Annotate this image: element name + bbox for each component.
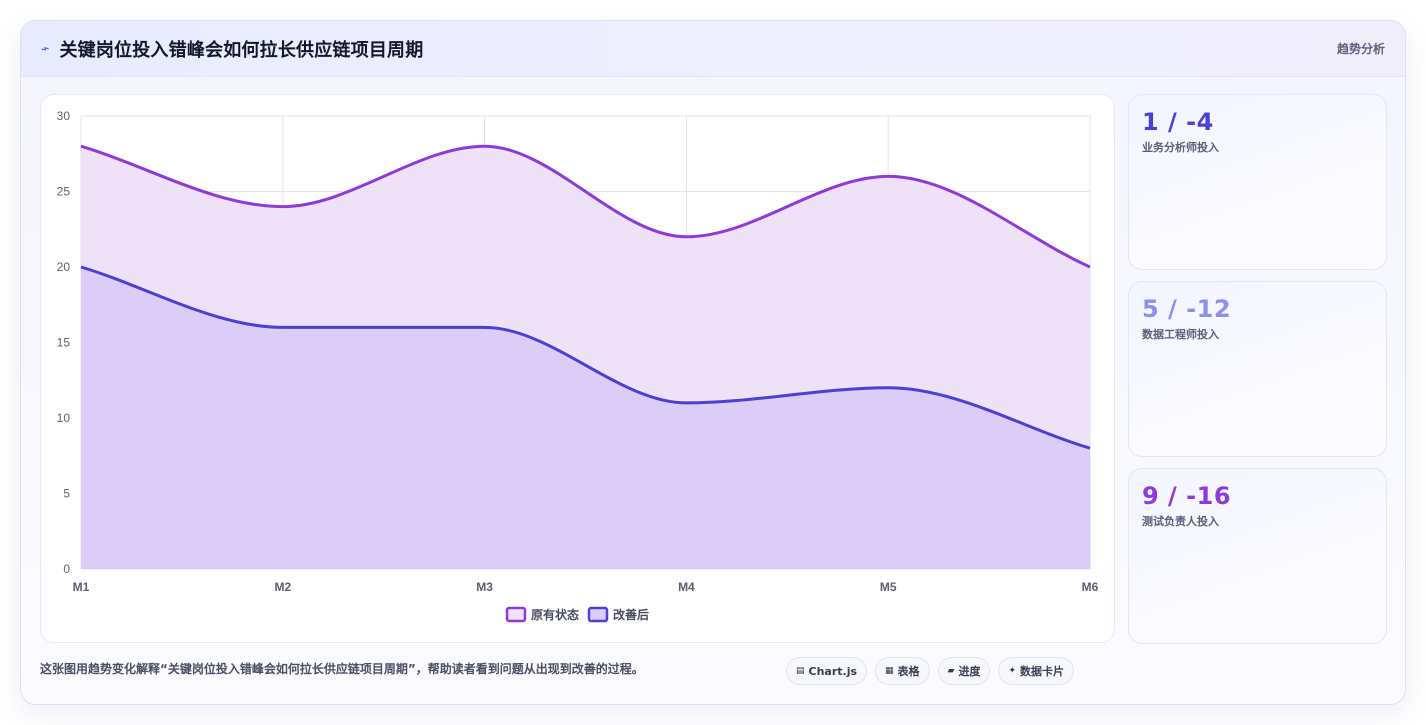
x-tick-label: M5 <box>880 580 897 594</box>
stat-value: 1 / -4 <box>1142 108 1214 136</box>
stat-value: 9 / -16 <box>1142 482 1232 510</box>
y-tick-label: 10 <box>57 411 71 425</box>
area-chart: 0 5 10 15 20 25 30 M1 M2 M3 M4 M5 M6 原有状态 改善后 <box>57 109 1099 623</box>
chip-chartjs[interactable]: ▤ Chart.js <box>786 657 868 685</box>
dashboard-card: ⌁ 关键岗位投入错峰会如何拉长供应链项目周期 趋势分析 0 5 10 15 20 25 30… <box>20 20 1406 705</box>
chip-label: 表格 <box>897 665 920 678</box>
y-tick-label: 5 <box>63 487 70 501</box>
legend-label: 原有状态 <box>531 607 579 622</box>
header-tag: 趋势分析 <box>1336 42 1385 56</box>
legend-item-1[interactable]: 原有状态 <box>505 606 579 623</box>
y-tick-label: 20 <box>57 260 71 274</box>
stat-card-data-engineer: 5 / -12 数据工程师投入 <box>1128 281 1387 457</box>
chart-legend[interactable]: 原有状态 改善后 <box>505 606 649 623</box>
chip-label: Chart.js <box>808 664 858 678</box>
stat-card-test-lead: 9 / -16 测试负责人投入 <box>1128 468 1387 644</box>
stat-value: 5 / -12 <box>1142 295 1232 323</box>
y-tick-label: 30 <box>57 109 71 123</box>
tech-chips: ▤ Chart.js ▦ 表格 ▰ 进度 ✦ 数据卡片 <box>786 657 1075 685</box>
legend-item-2[interactable]: 改善后 <box>587 606 649 623</box>
y-tick-label: 15 <box>57 336 71 350</box>
y-tick-label: 0 <box>63 562 70 576</box>
chip-label: 数据卡片 <box>1020 665 1065 678</box>
chart-areas <box>81 146 1090 569</box>
chip-data-cards[interactable]: ✦ 数据卡片 <box>998 657 1075 685</box>
x-tick-label: M3 <box>476 580 493 594</box>
chart-description: 这张图用趋势变化解释“关键岗位投入错峰会如何拉长供应链项目周期”，帮助读者看到问… <box>40 662 644 676</box>
legend-swatch <box>505 606 527 623</box>
x-tick-label: M1 <box>73 580 90 594</box>
trend-icon: ⌁ <box>38 39 52 58</box>
chip-table[interactable]: ▦ 表格 <box>875 657 930 685</box>
sparkle-icon: ✦ <box>1008 666 1017 676</box>
progress-icon: ▰ <box>947 666 955 676</box>
chart-icon: ▤ <box>796 666 805 676</box>
chart-panel: 0 5 10 15 20 25 30 M1 M2 M3 M4 M5 M6 原有状态 改善后 <box>40 94 1115 643</box>
x-tick-label: M2 <box>274 580 291 594</box>
card-header: ⌁ 关键岗位投入错峰会如何拉长供应链项目周期 趋势分析 <box>21 21 1405 77</box>
stat-label: 测试负责人投入 <box>1142 515 1219 528</box>
stat-label: 业务分析师投入 <box>1142 141 1219 154</box>
chart-axes: 0 5 10 15 20 25 30 M1 M2 M3 M4 M5 M6 <box>57 109 1099 594</box>
legend-swatch <box>587 606 609 623</box>
y-tick-label: 25 <box>57 185 71 199</box>
x-tick-label: M4 <box>678 580 695 594</box>
card-body: 0 5 10 15 20 25 30 M1 M2 M3 M4 M5 M6 原有状态 改善后 1 / -4 … <box>21 77 1405 704</box>
legend-label: 改善后 <box>613 607 649 622</box>
table-icon: ▦ <box>885 666 894 676</box>
series-line-1 <box>80 144 1091 269</box>
series-area-2 <box>81 267 1090 569</box>
page-title: 关键岗位投入错峰会如何拉长供应链项目周期 <box>59 39 424 61</box>
chip-progress[interactable]: ▰ 进度 <box>937 657 991 685</box>
stat-card-business-analyst: 1 / -4 业务分析师投入 <box>1128 94 1387 270</box>
stat-label: 数据工程师投入 <box>1142 328 1219 341</box>
title-group: ⌁ 关键岗位投入错峰会如何拉长供应链项目周期 <box>38 36 424 62</box>
series-line-2 <box>80 265 1091 450</box>
x-tick-label: M6 <box>1082 580 1099 594</box>
chip-label: 进度 <box>958 665 981 678</box>
chart-lines <box>80 144 1091 450</box>
